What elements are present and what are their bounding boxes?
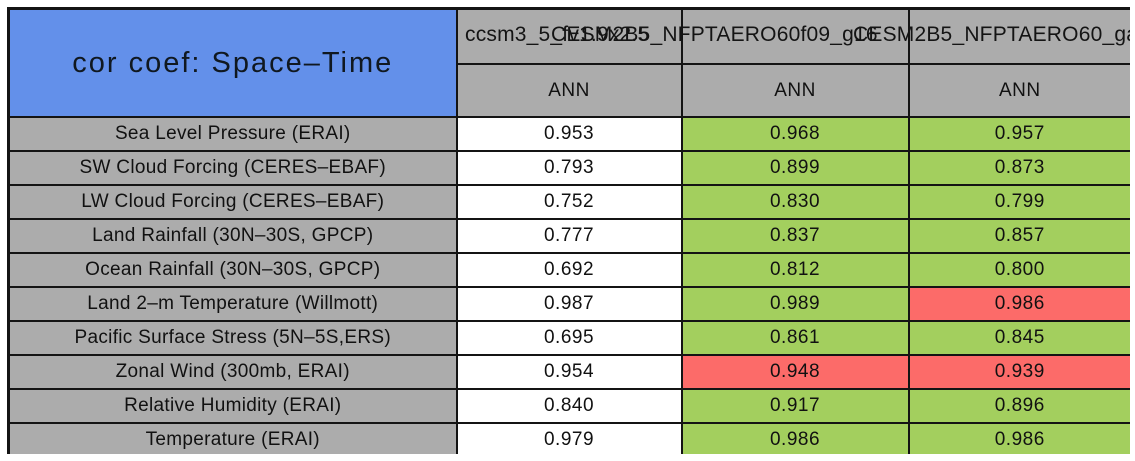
model-header-row: cor coef: Space–Time: [7, 7, 1130, 118]
value-cell: 0.953: [455, 116, 683, 152]
value-cell: 0.986: [907, 422, 1130, 454]
table-row: Zonal Wind (300mb, ERAI) 0.954 0.948 0.939: [7, 354, 1130, 390]
value-cell: 0.968: [680, 116, 910, 152]
model-header-cell-3: [907, 7, 1130, 65]
row-label: Ocean Rainfall (30N–30S, GPCP): [7, 252, 458, 288]
table-row: Sea Level Pressure (ERAI) 0.953 0.968 0.957: [7, 116, 1130, 152]
table-row: Land Rainfall (30N–30S, GPCP) 0.777 0.837 0…: [7, 218, 1130, 254]
table-row: Pacific Surface Stress (5N–5S,ERS) 0.695 0…: [7, 320, 1130, 356]
row-label: LW Cloud Forcing (CERES–EBAF): [7, 184, 458, 220]
value-cell: 0.939: [907, 354, 1130, 390]
table-title-cell: cor coef: Space–Time: [7, 7, 458, 118]
cor-coef-table-grid: cor coef: Space–Time ANN ANN ANN Sea Lev…: [7, 7, 1130, 454]
table-title: cor coef: Space–Time: [72, 46, 394, 79]
value-cell: 0.899: [680, 150, 910, 186]
row-label: SW Cloud Forcing (CERES–EBAF): [7, 150, 458, 186]
row-label: Land Rainfall (30N–30S, GPCP): [7, 218, 458, 254]
value-cell: 0.986: [907, 286, 1130, 322]
value-cell: 0.917: [680, 388, 910, 424]
value-cell: 0.777: [455, 218, 683, 254]
value-cell: 0.986: [680, 422, 910, 454]
season-header-1: ANN: [455, 63, 683, 118]
row-label: Temperature (ERAI): [7, 422, 458, 454]
season-header-row: ANN ANN ANN: [9, 63, 1130, 118]
value-cell: 0.800: [907, 252, 1130, 288]
row-label: Relative Humidity (ERAI): [7, 388, 458, 424]
table-row: Ocean Rainfall (30N–30S, GPCP) 0.692 0.812…: [7, 252, 1130, 288]
value-cell: 0.979: [455, 422, 683, 454]
value-cell: 0.837: [680, 218, 910, 254]
value-cell: 0.695: [455, 320, 683, 356]
table-row: Temperature (ERAI) 0.979 0.986 0.986: [7, 422, 1130, 454]
value-cell: 0.857: [907, 218, 1130, 254]
row-label: Zonal Wind (300mb, ERAI): [7, 354, 458, 390]
value-cell: 0.989: [680, 286, 910, 322]
cor-coef-table: cor coef: Space–Time ANN ANN ANN Sea Lev…: [7, 7, 1130, 454]
value-cell: 0.987: [455, 286, 683, 322]
row-label: Sea Level Pressure (ERAI): [7, 116, 458, 152]
table-row: SW Cloud Forcing (CERES–EBAF) 0.793 0.899 0…: [7, 150, 1130, 186]
table-row: Land 2–m Temperature (Willmott) 0.987 0.98…: [7, 286, 1130, 322]
value-cell: 0.861: [680, 320, 910, 356]
value-cell: 0.793: [455, 150, 683, 186]
value-cell: 0.948: [680, 354, 910, 390]
value-cell: 0.692: [455, 252, 683, 288]
value-cell: 0.873: [907, 150, 1130, 186]
value-cell: 0.896: [907, 388, 1130, 424]
model-header-cell-1: [455, 7, 683, 65]
value-cell: 0.830: [680, 184, 910, 220]
model-header-cell-2: [680, 7, 910, 65]
value-cell: 0.957: [907, 116, 1130, 152]
value-cell: 0.954: [455, 354, 683, 390]
value-cell: 0.812: [680, 252, 910, 288]
season-header-2: ANN: [680, 63, 910, 118]
table-row: LW Cloud Forcing (CERES–EBAF) 0.752 0.830 0…: [7, 184, 1130, 220]
value-cell: 0.752: [455, 184, 683, 220]
table-row: Relative Humidity (ERAI) 0.840 0.917 0.896: [7, 388, 1130, 424]
value-cell: 0.845: [907, 320, 1130, 356]
row-label: Land 2–m Temperature (Willmott): [7, 286, 458, 322]
value-cell: 0.840: [455, 388, 683, 424]
value-cell: 0.799: [907, 184, 1130, 220]
season-header-3: ANN: [907, 63, 1130, 118]
row-label: Pacific Surface Stress (5N–5S,ERS): [7, 320, 458, 356]
